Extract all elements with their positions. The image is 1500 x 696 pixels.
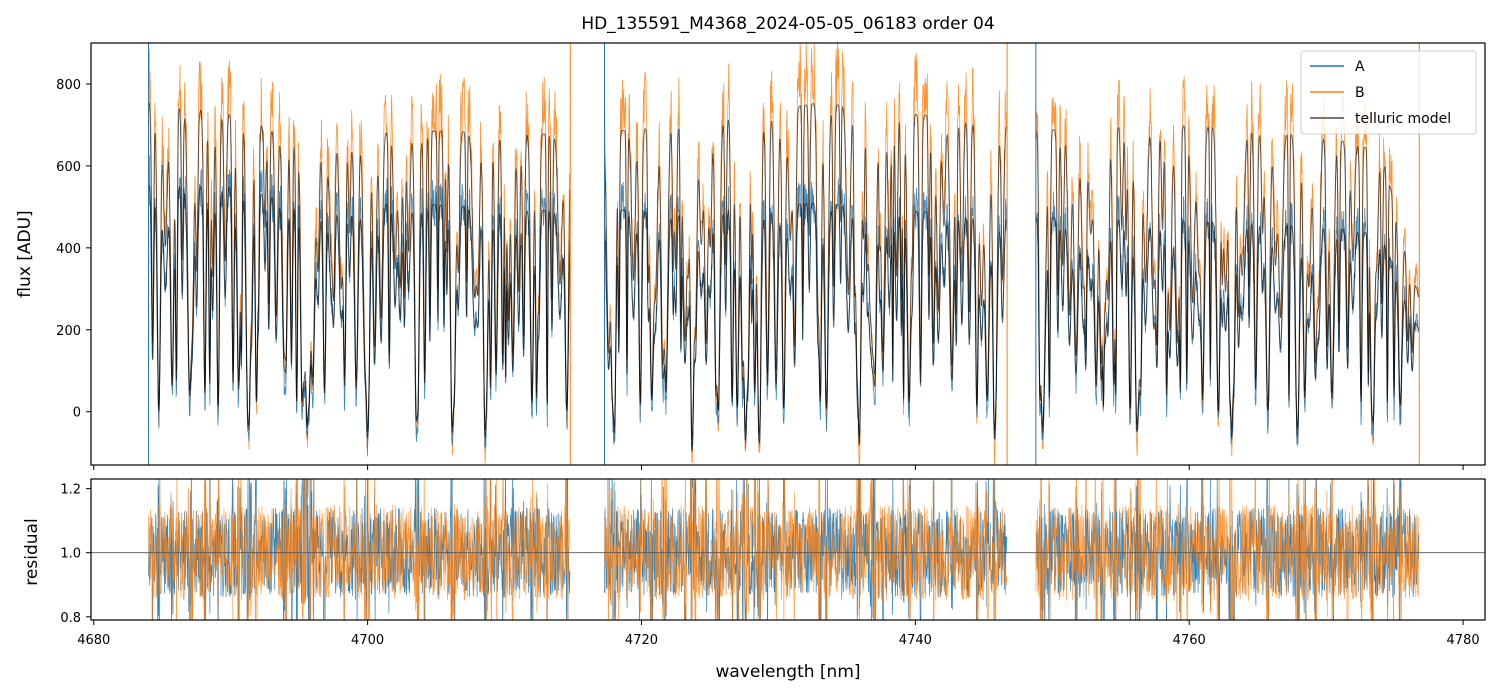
legend: A B telluric model [1300, 50, 1477, 135]
flux-y-ticks: 0 200 400 600 800 [56, 78, 91, 421]
x-tick-label: 4780 [1447, 633, 1480, 648]
legend-label-telluric: telluric model [1355, 111, 1451, 127]
telluric-model-line [148, 184, 571, 432]
y-tick-label: 0 [73, 406, 81, 421]
telluric-model-line [1035, 216, 1420, 430]
legend-box [1300, 50, 1477, 135]
y-tick-label: 200 [56, 324, 81, 339]
residual-b-line [604, 479, 1008, 620]
y-tick-label: 800 [56, 78, 81, 93]
residual-y-ticks: 0.8 1.0 1.2 [60, 483, 91, 626]
telluric-model-line [604, 103, 1008, 452]
residual-x-ticks: 4680 4700 4720 4740 4760 4780 [77, 620, 1480, 648]
y-tick-label: 1.0 [60, 547, 81, 562]
x-tick-label: 4760 [1173, 633, 1206, 648]
x-tick-label: 4700 [351, 633, 384, 648]
x-tick-label: 4680 [77, 633, 110, 648]
residual-y-axis-label: residual [22, 518, 42, 585]
x-axis-label: wavelength [nm] [715, 662, 860, 682]
x-tick-label: 4720 [625, 633, 658, 648]
residual-b-line [1035, 479, 1420, 620]
y-tick-label: 0.8 [60, 611, 81, 626]
chart-title: HD_135591_M4368_2024-05-05_06183 order 0… [581, 14, 994, 34]
residual-b-line [148, 479, 571, 620]
flux-y-axis-label: flux [ADU] [15, 210, 35, 297]
y-tick-label: 600 [56, 160, 81, 175]
x-tick-label: 4740 [899, 633, 932, 648]
flux-panel-frame [90, 42, 1486, 466]
y-tick-label: 1.2 [60, 483, 81, 498]
telluric-model-line [604, 202, 1008, 440]
flux-panel: 0 200 400 600 800 flux [ADU] A B telluric mo… [15, 42, 1486, 470]
flux-x-ticks [93, 465, 1464, 470]
legend-label-b: B [1355, 85, 1365, 101]
residual-panel: 0.8 1.0 1.2 4680 4700 4720 4740 4760 4780 resid… [22, 478, 1486, 682]
residual-panel-frame [90, 478, 1486, 621]
flux-series-group [148, 43, 1420, 465]
telluric-model-line [1035, 125, 1420, 438]
y-tick-label: 400 [56, 242, 81, 257]
residual-series-group [148, 479, 1420, 620]
legend-label-a: A [1355, 59, 1365, 75]
